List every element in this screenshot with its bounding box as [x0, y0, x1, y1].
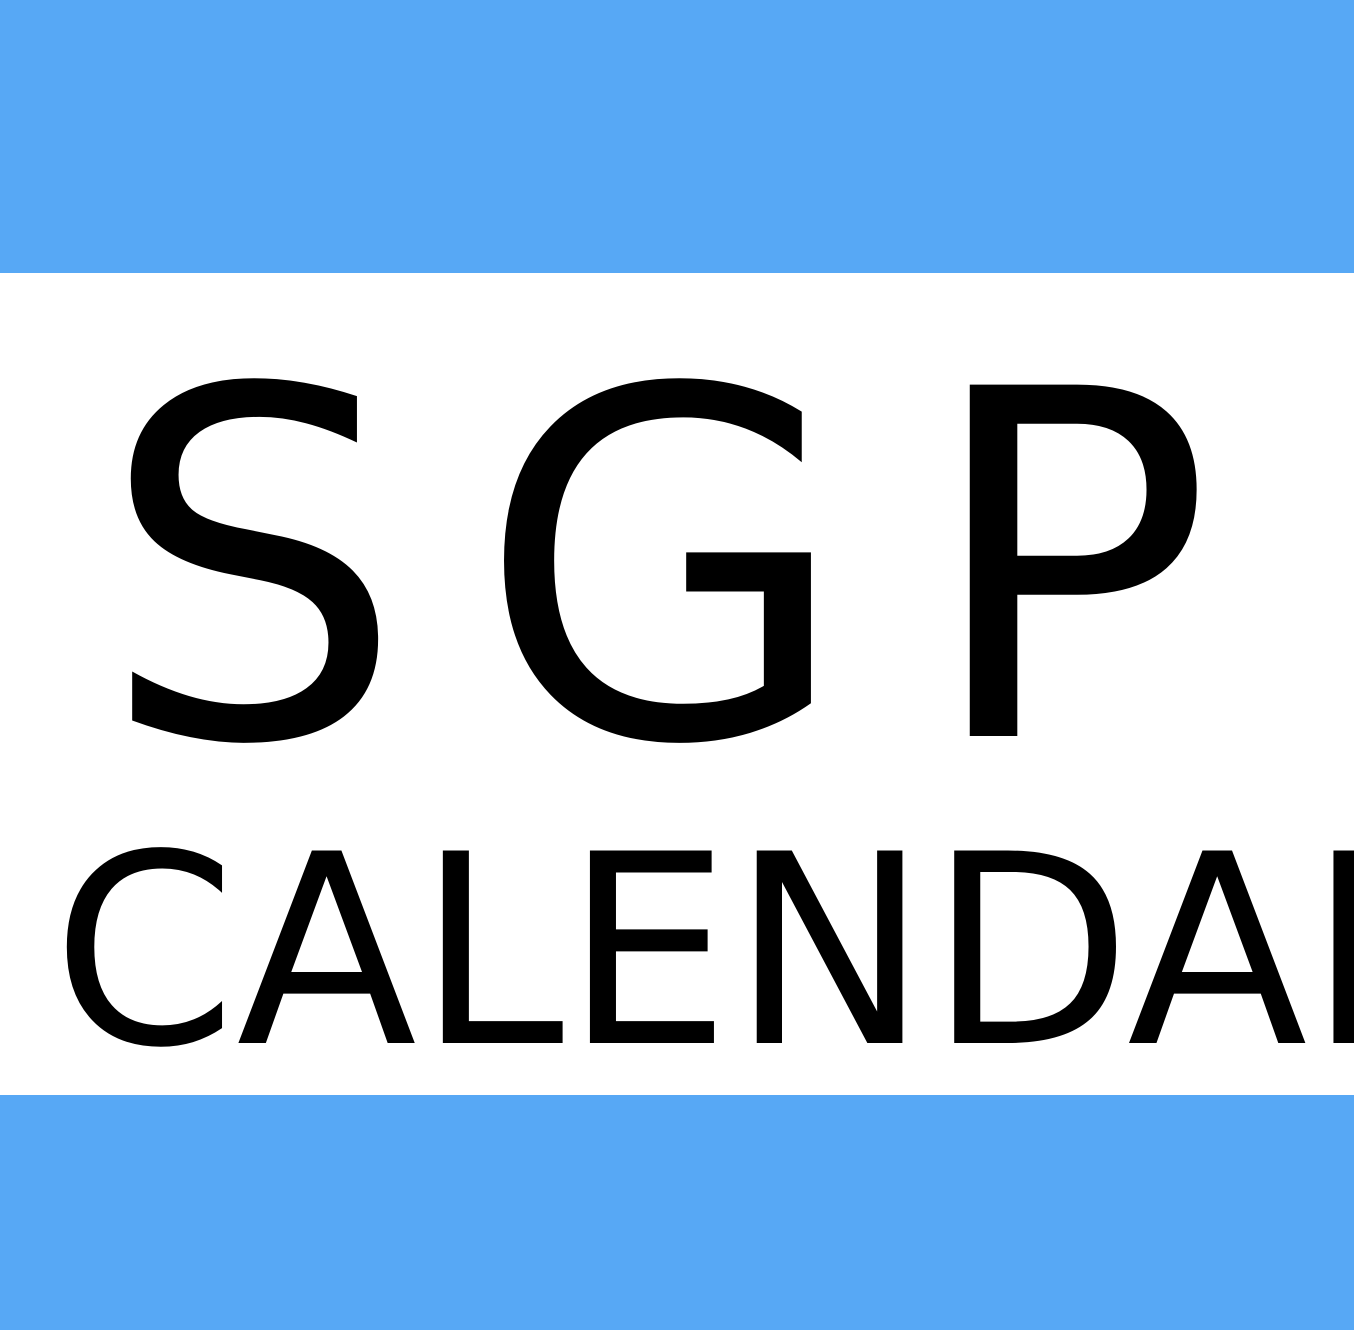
logo-subtitle: CALENDAR	[52, 799, 1354, 1095]
logo-title: SGP	[99, 289, 1286, 850]
top-blue-band	[0, 0, 1354, 273]
bottom-blue-band	[0, 1095, 1354, 1330]
logo-panel: SGP CALENDAR	[0, 273, 1354, 1095]
